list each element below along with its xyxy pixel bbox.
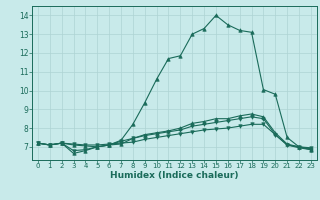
X-axis label: Humidex (Indice chaleur): Humidex (Indice chaleur) xyxy=(110,171,239,180)
